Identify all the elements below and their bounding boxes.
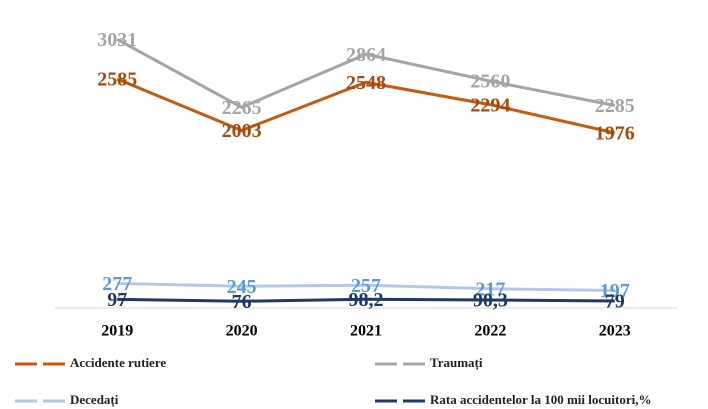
- data-label: 76: [232, 291, 252, 313]
- data-label: 2560: [470, 71, 510, 93]
- data-label: 2585: [97, 69, 137, 91]
- data-label: 2003: [222, 120, 262, 142]
- series-line: [117, 297, 615, 303]
- series-line: [117, 281, 615, 293]
- x-tick-label: 2022: [474, 323, 506, 340]
- legend-label: Accidente rutiere: [70, 355, 166, 370]
- data-label: 79: [605, 291, 625, 313]
- data-label: 277: [102, 273, 132, 295]
- data-label: 2548: [346, 72, 386, 94]
- data-label: 2285: [595, 95, 635, 117]
- data-label: 257: [351, 275, 381, 297]
- x-tick-label: 2023: [599, 323, 631, 340]
- data-label: 98,2: [349, 289, 384, 311]
- legend-label: Rata accidentelor la 100 mii locuitori,%: [430, 392, 651, 407]
- legend-label: Decedați: [70, 392, 119, 408]
- data-label: 1976: [595, 122, 635, 144]
- data-label: 197: [600, 280, 630, 302]
- data-label: 2265: [222, 97, 262, 119]
- data-label: 2864: [346, 44, 386, 66]
- data-label: 3031: [97, 29, 137, 51]
- x-tick-label: 2020: [226, 323, 258, 340]
- data-label: 90,3: [473, 290, 508, 312]
- data-label: 2294: [470, 94, 510, 116]
- series-line: [116, 77, 616, 135]
- data-label: 97: [107, 289, 127, 311]
- data-label: 217: [475, 278, 505, 300]
- x-tick-label: 2021: [350, 323, 382, 340]
- series-line: [116, 38, 616, 109]
- data-label: 245: [227, 276, 257, 298]
- legend-label: Traumați: [430, 355, 483, 371]
- x-tick-label: 2019: [101, 323, 133, 340]
